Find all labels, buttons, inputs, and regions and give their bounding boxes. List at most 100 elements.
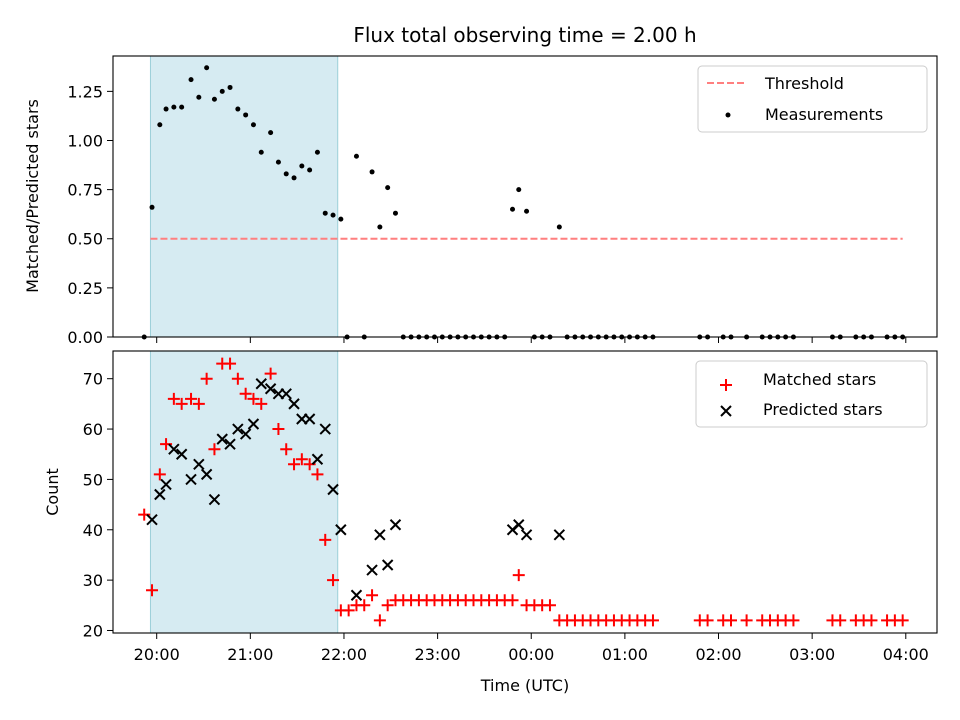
measurement-point [330,212,336,218]
predicted-star-point [513,519,525,531]
matched-star-point [366,589,379,602]
matched-star-point [512,569,525,582]
measurement-point [171,104,177,110]
matched-star-point [153,468,166,481]
matched-star-point [725,614,737,627]
bottom-y-tick-label: 40 [83,521,103,540]
x-tick-label: 22:00 [321,645,367,664]
matched-star-point [280,443,293,456]
legend-label-predicted: Predicted stars [763,400,883,419]
measurement-point [275,159,281,165]
measurement-point [510,206,516,212]
x-tick-label: 03:00 [789,645,835,664]
predicted-star-point [366,564,378,576]
x-axis-label: Time (UTC) [480,676,569,695]
matched-star-point [295,453,308,466]
matched-star-point [224,357,237,370]
measurement-point [299,163,305,169]
measurement-point [556,224,562,230]
top-y-tick-label: 0.75 [67,181,103,200]
matched-star-point [543,599,556,612]
matched-star-point [264,367,277,380]
matched-star-point [319,533,332,546]
matched-star-point [865,614,878,627]
bottom-y-tick-label: 60 [83,420,103,439]
predicted-star-point [224,438,236,450]
matched-star-point [239,387,252,400]
x-tick-label: 23:00 [415,645,461,664]
predicted-star-point [327,483,339,496]
predicted-star-point [247,418,260,430]
matched-star-point [311,468,324,481]
measurement-point [179,104,185,110]
measurement-point [314,149,320,155]
matched-star-point [787,614,800,627]
x-tick-label: 04:00 [883,645,929,664]
matched-star-point [192,397,205,410]
matched-star-point [167,392,180,405]
measurement-point [353,153,359,159]
top-panel: Flux total observing time = 2.00 h 0.00 0… [23,23,938,347]
x-tick-label: 02:00 [695,645,741,664]
matched-star-point [200,372,213,385]
predicted-star-point [239,428,252,440]
predicted-star-point [168,443,180,455]
predicted-star-point [264,383,277,395]
matched-star-point [175,397,188,410]
measurement-point [385,185,391,191]
measurement-point [235,106,241,112]
bottom-panel: 20 30 40 50 60 70 20:00 21:00 22:00 23:00 00:00 01… [43,350,938,695]
predicted-star-point [288,398,300,410]
matched-star-point [327,574,340,587]
legend-label-matched: Matched stars [763,370,876,389]
matched-star-point [146,584,159,597]
predicted-star-point [185,473,197,486]
top-y-tick-label: 0.00 [67,328,103,347]
matched-star-point [381,599,394,612]
predicted-star-point [520,529,533,541]
predicted-star-point [319,423,331,435]
predicted-star-point [255,378,267,390]
matched-star-point [247,392,260,405]
predicted-star-point [160,478,172,491]
matched-legend-marker [720,379,732,391]
predicted-star-point [374,529,386,541]
predicted-legend-marker [720,405,732,417]
predicted-star-point [200,468,213,481]
bottom-y-tick-label: 20 [83,621,103,640]
top-y-tick-label: 0.25 [67,279,103,298]
measurement-point [250,122,256,128]
top-y-tick-label: 0.50 [67,230,103,249]
predicted-star-point [350,589,363,601]
x-tick-label: 20:00 [134,645,180,664]
chart-title: Flux total observing time = 2.00 h [353,23,696,47]
predicted-star-point [280,388,292,400]
measurement-point [243,112,249,118]
measurement-point [392,210,398,216]
top-y-tick-label: 1.25 [67,82,103,101]
predicted-star-point [389,519,402,531]
measurement-point [322,210,328,216]
predicted-star-point [193,458,205,471]
predicted-star-point [216,433,228,445]
predicted-star-point [232,423,244,435]
measurement-point [219,88,225,94]
legend-label-measurements: Measurements [765,105,883,124]
x-tick-label: 00:00 [508,645,554,664]
legend-label-threshold: Threshold [764,74,844,93]
measurement-point [227,84,233,90]
matched-star-point [646,614,659,627]
predicted-star-point [335,524,347,536]
measurement-point [204,65,210,71]
bottom-y-tick-label: 30 [83,571,103,590]
bottom-legend: Matched stars Predicted stars [695,360,928,428]
bottom-y-tick-label: 50 [83,470,103,489]
measurement-point [307,167,313,173]
matched-star-point [896,614,909,627]
predicted-star-point [303,413,316,425]
predicted-star-point [553,529,566,541]
matched-star-point [740,614,753,627]
measurement-point [268,130,274,136]
x-tick-label: 01:00 [602,645,648,664]
